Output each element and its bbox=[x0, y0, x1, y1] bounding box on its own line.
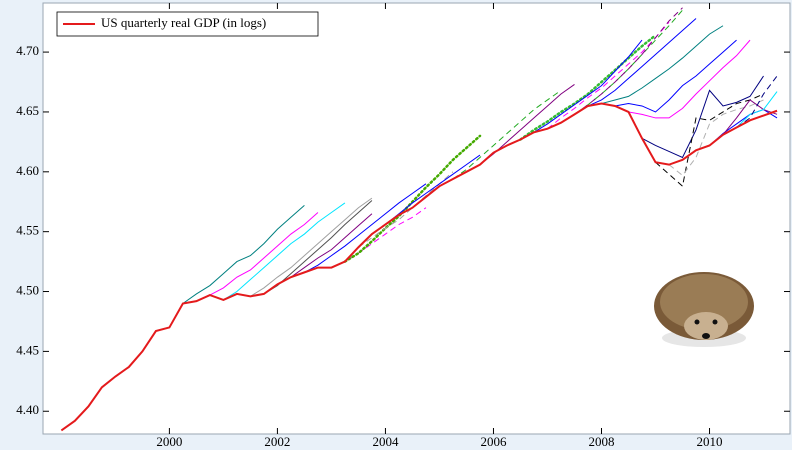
x-tick-label: 2004 bbox=[372, 434, 399, 449]
forecast-line bbox=[519, 34, 657, 141]
hedgehog-face bbox=[684, 312, 728, 340]
hedgehog-photo bbox=[643, 256, 769, 372]
forecast-line bbox=[614, 39, 737, 113]
legend-box bbox=[56, 11, 319, 37]
y-tick-label: 4.65 bbox=[16, 103, 39, 118]
forecast-line bbox=[655, 93, 764, 188]
forecast-line bbox=[223, 202, 346, 301]
x-tick-label: 2008 bbox=[588, 434, 614, 449]
legend: US quarterly real GDP (in logs) bbox=[56, 11, 319, 37]
forecast-line bbox=[209, 212, 319, 296]
x-tick-label: 2000 bbox=[156, 434, 182, 449]
gdp-line bbox=[60, 102, 778, 432]
forecast-line bbox=[722, 99, 778, 136]
x-tick-label: 2010 bbox=[697, 434, 723, 449]
forecast-line bbox=[331, 207, 427, 269]
y-tick-label: 4.40 bbox=[16, 402, 39, 417]
y-tick-label: 4.45 bbox=[16, 342, 39, 357]
forecast-line bbox=[343, 134, 482, 263]
hedgehog-spines bbox=[660, 274, 748, 330]
hedgehog-eye bbox=[712, 319, 718, 325]
forecast-line bbox=[385, 154, 481, 225]
forecast-line bbox=[304, 183, 427, 273]
y-tick-label: 4.70 bbox=[16, 43, 39, 58]
forecast-line bbox=[641, 75, 764, 159]
x-tick-label: 2006 bbox=[480, 434, 507, 449]
forecast-line bbox=[628, 39, 751, 119]
forecast-line bbox=[533, 39, 643, 133]
hedgehog-eye bbox=[694, 319, 700, 325]
series-layer bbox=[60, 7, 778, 432]
y-tick-label: 4.50 bbox=[16, 283, 39, 298]
y-tick-label: 4.60 bbox=[16, 163, 39, 178]
hedgehog-nose bbox=[702, 333, 710, 339]
forecast-line bbox=[736, 75, 778, 128]
forecast-line bbox=[668, 99, 764, 177]
forecast-line bbox=[601, 25, 724, 105]
forecast-line bbox=[574, 7, 683, 115]
x-tick-label: 2002 bbox=[264, 434, 290, 449]
forecast-line bbox=[547, 21, 670, 130]
forecast-line bbox=[736, 91, 778, 128]
y-tick-label: 4.55 bbox=[16, 223, 39, 238]
forecast-line bbox=[182, 204, 305, 304]
forecast-line bbox=[250, 197, 373, 297]
forecast-line bbox=[587, 18, 697, 107]
forecast-line bbox=[452, 89, 562, 180]
legend-label: US quarterly real GDP (in logs) bbox=[101, 15, 266, 30]
